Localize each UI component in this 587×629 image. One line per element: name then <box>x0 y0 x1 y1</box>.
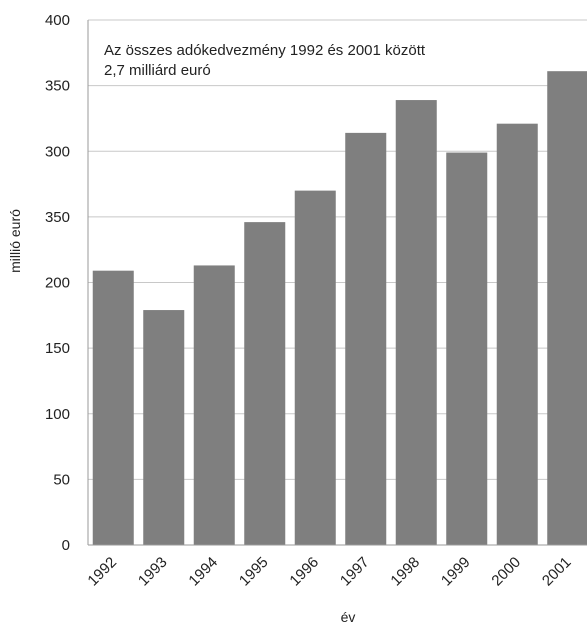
bar-1992 <box>92 270 134 545</box>
x-tick-label: 1995 <box>236 554 272 590</box>
bar-2000 <box>496 123 538 545</box>
annotation-line-2: 2,7 milliárd euró <box>104 62 211 79</box>
annotation-line-1: Az összes adókedvezmény 1992 és 2001 köz… <box>104 42 426 59</box>
y-tick-label: 400 <box>45 12 70 29</box>
bar-1995 <box>244 222 286 545</box>
y-tick-label: 0 <box>62 537 70 554</box>
x-tick-label: 2001 <box>539 554 575 590</box>
bar-1994 <box>193 265 235 545</box>
bar-1993 <box>143 310 185 545</box>
x-tick-label: 1994 <box>185 554 221 590</box>
x-tick-label: 1999 <box>438 554 474 590</box>
y-tick-label: 100 <box>45 406 70 423</box>
x-tick-label: 1993 <box>135 554 171 590</box>
x-tick-label: 1996 <box>286 554 322 590</box>
bar-1998 <box>395 100 437 545</box>
y-tick-label: 350 <box>45 209 70 226</box>
y-tick-label: 350 <box>45 78 70 95</box>
bar-1999 <box>446 152 488 545</box>
bars <box>92 71 587 545</box>
bar-2001 <box>547 71 587 545</box>
x-tick-label: 1998 <box>387 554 423 590</box>
axes <box>87 20 587 546</box>
bar-1997 <box>345 132 387 545</box>
bar-1996 <box>294 190 336 545</box>
x-axis-title: év <box>341 609 356 624</box>
y-tick-label: 200 <box>45 275 70 292</box>
y-axis-title: millió euró <box>7 209 23 273</box>
x-tick-label: 2000 <box>488 554 524 590</box>
y-tick-label: 300 <box>45 143 70 160</box>
y-tick-label: 150 <box>45 340 70 357</box>
y-tick-label: 50 <box>53 471 70 488</box>
x-tick-label: 1997 <box>337 554 373 590</box>
x-tick-label: 1992 <box>84 554 120 590</box>
